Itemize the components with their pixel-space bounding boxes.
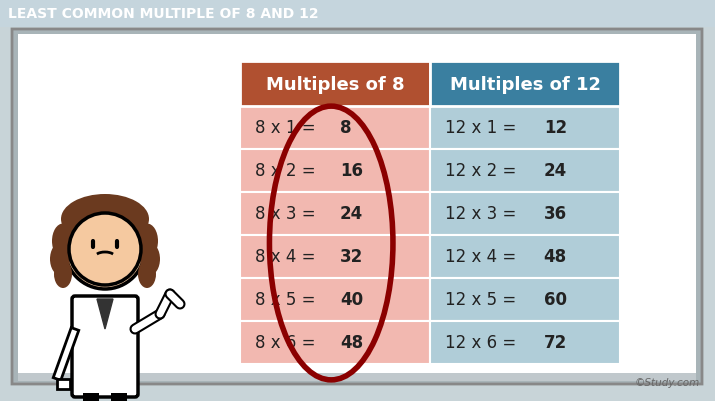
Text: 8 x 1 =: 8 x 1 = [255, 119, 321, 137]
Bar [430, 278, 620, 321]
Text: 8 x 6 =: 8 x 6 = [255, 334, 321, 352]
Text: 8 x 5 =: 8 x 5 = [255, 291, 321, 309]
Text: 40: 40 [340, 291, 363, 309]
Bar [430, 150, 620, 192]
Text: 8: 8 [340, 119, 352, 137]
Bar [240, 107, 430, 150]
Text: 36: 36 [544, 205, 567, 223]
Bar [430, 107, 620, 150]
Text: 48: 48 [340, 334, 363, 352]
Text: 24: 24 [544, 162, 567, 180]
FancyBboxPatch shape [72, 296, 138, 397]
Text: Multiples of 8: Multiples of 8 [266, 75, 404, 93]
Text: 24: 24 [340, 205, 363, 223]
Text: 12 x 2 =: 12 x 2 = [445, 162, 522, 180]
Text: 12: 12 [544, 119, 567, 137]
Ellipse shape [140, 243, 160, 275]
Circle shape [69, 213, 141, 285]
Bar [430, 235, 620, 278]
Bar [111, 393, 127, 401]
Bar [240, 192, 430, 235]
Text: 12 x 3 =: 12 x 3 = [445, 205, 522, 223]
Text: 32: 32 [340, 248, 363, 266]
Ellipse shape [136, 224, 158, 259]
Bar [240, 278, 430, 321]
Bar [240, 150, 430, 192]
Ellipse shape [138, 260, 156, 288]
Bar [430, 62, 620, 107]
Bar [83, 393, 99, 401]
Ellipse shape [50, 243, 70, 275]
Bar [240, 235, 430, 278]
Circle shape [65, 209, 145, 289]
Bar [18, 373, 696, 381]
Text: 12 x 5 =: 12 x 5 = [445, 291, 521, 309]
Text: 12 x 4 =: 12 x 4 = [445, 248, 521, 266]
Text: 72: 72 [543, 334, 567, 352]
Text: ©Study.com: ©Study.com [635, 377, 700, 387]
Bar [430, 321, 620, 364]
Bar [0, 0, 715, 28]
Bar [430, 192, 620, 235]
Text: 12 x 6 =: 12 x 6 = [445, 334, 521, 352]
FancyBboxPatch shape [12, 30, 702, 384]
Ellipse shape [54, 260, 72, 288]
FancyBboxPatch shape [18, 35, 696, 379]
Text: Multiples of 12: Multiples of 12 [450, 75, 601, 93]
Polygon shape [97, 299, 113, 329]
Text: 8 x 2 =: 8 x 2 = [255, 162, 321, 180]
Ellipse shape [52, 224, 74, 259]
FancyArrow shape [53, 328, 79, 381]
Text: LEAST COMMON MULTIPLE OF 8 AND 12: LEAST COMMON MULTIPLE OF 8 AND 12 [8, 7, 319, 21]
Text: 60: 60 [543, 291, 567, 309]
Bar [240, 62, 430, 107]
Text: 16: 16 [340, 162, 363, 180]
Ellipse shape [61, 194, 149, 244]
Text: 48: 48 [543, 248, 567, 266]
Text: 12 x 1 =: 12 x 1 = [445, 119, 522, 137]
Text: 8 x 3 =: 8 x 3 = [255, 205, 321, 223]
Polygon shape [57, 379, 70, 389]
Bar [240, 321, 430, 364]
Text: 8 x 4 =: 8 x 4 = [255, 248, 321, 266]
